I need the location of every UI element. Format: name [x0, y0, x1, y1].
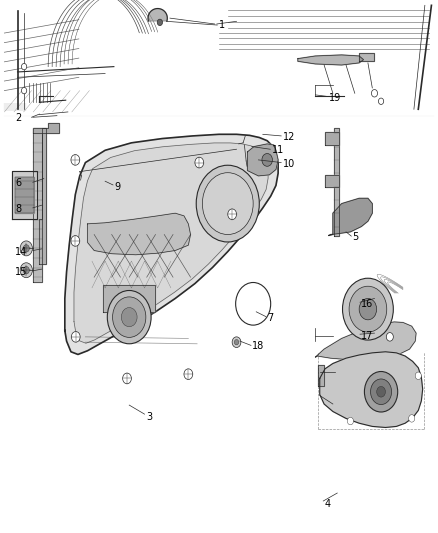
Text: 16: 16 — [361, 299, 374, 309]
Circle shape — [377, 386, 385, 397]
Text: 9: 9 — [114, 182, 120, 191]
Text: 19: 19 — [329, 93, 342, 102]
Text: 11: 11 — [272, 146, 284, 155]
Circle shape — [386, 333, 393, 341]
Circle shape — [349, 286, 387, 332]
Text: 4: 4 — [324, 499, 330, 508]
Circle shape — [184, 369, 193, 379]
Circle shape — [23, 245, 29, 252]
Polygon shape — [15, 177, 34, 213]
Circle shape — [196, 165, 259, 242]
Polygon shape — [334, 128, 339, 236]
Text: 7: 7 — [267, 313, 273, 323]
Text: 5: 5 — [353, 232, 359, 242]
Polygon shape — [315, 322, 416, 360]
Text: 3: 3 — [147, 412, 153, 422]
Circle shape — [71, 236, 80, 246]
Text: 6: 6 — [15, 179, 21, 188]
Circle shape — [202, 173, 253, 235]
Circle shape — [359, 298, 377, 320]
Circle shape — [23, 266, 29, 274]
Circle shape — [71, 332, 80, 342]
Polygon shape — [320, 352, 423, 427]
Circle shape — [378, 98, 384, 104]
Circle shape — [364, 372, 398, 412]
Circle shape — [343, 278, 393, 340]
Polygon shape — [298, 55, 364, 65]
Circle shape — [20, 263, 32, 278]
Polygon shape — [103, 285, 155, 312]
Text: 18: 18 — [252, 342, 265, 351]
Circle shape — [371, 90, 378, 97]
Polygon shape — [33, 128, 42, 282]
Text: 1: 1 — [219, 20, 225, 30]
Polygon shape — [74, 143, 268, 343]
Circle shape — [21, 63, 27, 70]
Polygon shape — [318, 365, 324, 386]
Polygon shape — [39, 128, 46, 264]
Circle shape — [262, 154, 272, 166]
Text: 17: 17 — [361, 331, 374, 341]
Text: 15: 15 — [15, 267, 27, 277]
Text: 2: 2 — [15, 114, 21, 123]
Circle shape — [20, 241, 32, 256]
Circle shape — [121, 308, 137, 327]
Circle shape — [71, 155, 80, 165]
Circle shape — [228, 209, 237, 220]
Polygon shape — [33, 123, 59, 133]
Polygon shape — [359, 53, 374, 61]
Circle shape — [107, 290, 151, 344]
Text: 10: 10 — [283, 159, 295, 168]
Polygon shape — [88, 213, 191, 255]
Circle shape — [236, 282, 271, 325]
Circle shape — [157, 19, 162, 26]
Circle shape — [113, 297, 146, 337]
Circle shape — [415, 372, 421, 379]
Polygon shape — [325, 175, 339, 187]
Polygon shape — [148, 9, 167, 21]
Text: 8: 8 — [15, 204, 21, 214]
Circle shape — [232, 337, 241, 348]
Text: 12: 12 — [283, 132, 295, 142]
Circle shape — [409, 415, 415, 422]
Circle shape — [123, 373, 131, 384]
Circle shape — [347, 417, 353, 425]
Circle shape — [234, 340, 239, 345]
Polygon shape — [12, 171, 37, 219]
Polygon shape — [325, 132, 339, 145]
Text: 14: 14 — [15, 247, 27, 256]
Circle shape — [371, 379, 392, 405]
Circle shape — [195, 157, 204, 168]
Polygon shape — [247, 144, 278, 176]
Polygon shape — [65, 134, 278, 354]
Polygon shape — [328, 198, 372, 236]
Circle shape — [21, 87, 27, 94]
